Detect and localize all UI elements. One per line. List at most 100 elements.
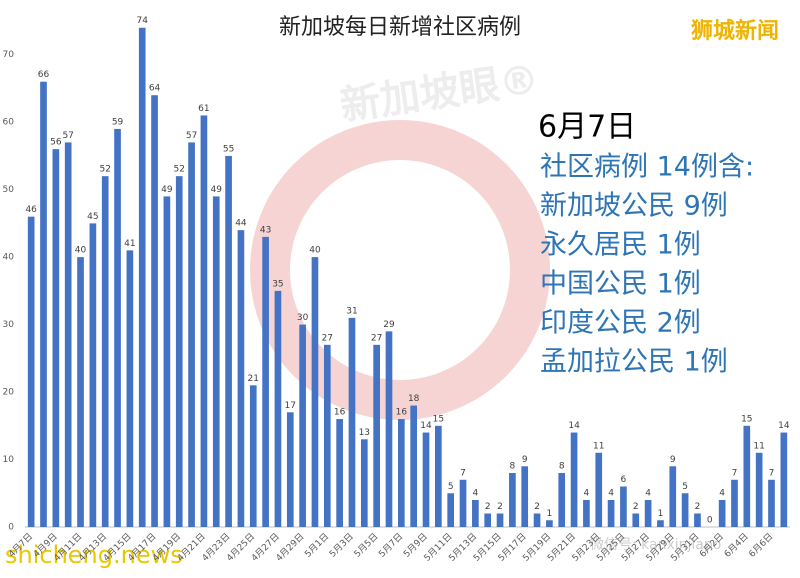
bar xyxy=(286,412,294,527)
value-label: 16 xyxy=(396,408,408,418)
bar xyxy=(521,466,529,527)
bar xyxy=(175,176,183,527)
x-tick-label: 5月7日 xyxy=(377,531,406,560)
bar xyxy=(385,331,393,527)
value-label: 9 xyxy=(670,455,676,465)
bar xyxy=(632,513,640,527)
value-label: 31 xyxy=(346,306,357,316)
value-label: 1 xyxy=(547,509,553,519)
bar xyxy=(410,405,418,527)
bar xyxy=(323,344,331,527)
annotation-line: 新加坡公民 9例 xyxy=(540,191,728,222)
value-label: 40 xyxy=(309,246,321,256)
value-label: 40 xyxy=(75,246,87,256)
value-label: 14 xyxy=(568,421,580,431)
value-label: 4 xyxy=(719,489,725,499)
value-label: 13 xyxy=(359,428,370,438)
value-label: 29 xyxy=(383,320,395,330)
value-label: 1 xyxy=(658,509,664,519)
x-tick-label: 5月3日 xyxy=(327,531,356,560)
value-label: 2 xyxy=(497,502,503,512)
annotation-date: 6月7日 xyxy=(538,110,636,145)
value-label: 49 xyxy=(161,185,173,195)
value-label: 6 xyxy=(621,475,627,485)
bar xyxy=(546,520,553,527)
value-label: 16 xyxy=(334,408,346,418)
bar xyxy=(533,513,541,527)
bar xyxy=(755,452,763,527)
bar xyxy=(249,385,257,527)
value-label: 43 xyxy=(260,225,271,235)
value-label: 4 xyxy=(472,489,478,499)
value-label: 8 xyxy=(559,462,565,472)
bar xyxy=(299,324,306,527)
bar xyxy=(731,479,738,527)
value-label: 57 xyxy=(62,131,73,141)
value-label: 59 xyxy=(112,117,124,127)
value-label: 14 xyxy=(778,421,790,431)
bar xyxy=(212,196,220,527)
x-tick-label: 6月4日 xyxy=(722,531,751,560)
bar xyxy=(237,230,245,527)
bar xyxy=(27,216,35,528)
bar xyxy=(595,452,603,527)
bar xyxy=(360,439,368,527)
value-label: 35 xyxy=(272,279,283,289)
value-label: 11 xyxy=(753,441,764,451)
value-label: 56 xyxy=(50,138,62,148)
annotation-line: 永久居民 1例 xyxy=(540,230,701,261)
bar xyxy=(225,155,232,527)
value-label: 52 xyxy=(99,165,110,175)
value-label: 27 xyxy=(322,333,333,343)
bar xyxy=(422,432,430,527)
value-label: 49 xyxy=(211,185,223,195)
value-label: 55 xyxy=(223,144,234,154)
value-label: 74 xyxy=(136,16,148,26)
bar xyxy=(101,176,109,527)
bar xyxy=(681,493,689,527)
bar xyxy=(397,419,405,527)
bar xyxy=(188,142,195,527)
watermark-logo xyxy=(250,120,550,420)
y-tick-label: 30 xyxy=(3,320,15,330)
y-tick-label: 40 xyxy=(3,253,15,263)
value-label: 7 xyxy=(460,468,466,478)
value-label: 11 xyxy=(593,441,604,451)
watermark-center: 新加坡眼® xyxy=(337,56,541,129)
value-label: 18 xyxy=(408,394,420,404)
value-label: 2 xyxy=(485,502,491,512)
bar xyxy=(484,513,492,527)
bar xyxy=(274,290,282,527)
y-tick-label: 50 xyxy=(3,185,15,195)
value-label: 2 xyxy=(534,502,540,512)
x-tick-label: 5月1日 xyxy=(303,531,332,560)
value-label: 30 xyxy=(297,313,309,323)
value-label: 4 xyxy=(584,489,590,499)
bar xyxy=(89,223,97,527)
value-label: 27 xyxy=(371,333,382,343)
bar xyxy=(694,513,701,527)
bar xyxy=(348,317,356,527)
bar xyxy=(311,257,319,527)
value-label: 45 xyxy=(87,212,98,222)
bar xyxy=(644,500,652,527)
bar xyxy=(52,149,60,528)
x-tick-label: 6月6日 xyxy=(747,531,776,560)
annotation-line: 孟加拉公民 1例 xyxy=(540,347,728,378)
y-tick-label: 10 xyxy=(3,455,15,465)
bar xyxy=(114,128,121,528)
value-label: 7 xyxy=(732,468,738,478)
bar xyxy=(151,95,158,528)
value-label: 64 xyxy=(149,84,161,94)
bar xyxy=(262,236,269,528)
watermark-wechat: 微信号: kanxinjiapo xyxy=(590,537,721,553)
bar xyxy=(472,500,479,527)
bar xyxy=(373,344,380,527)
bar xyxy=(459,479,467,527)
bar xyxy=(743,425,751,527)
bar xyxy=(657,520,664,527)
value-label: 5 xyxy=(682,482,688,492)
value-label: 5 xyxy=(448,482,454,492)
value-label: 57 xyxy=(186,131,197,141)
